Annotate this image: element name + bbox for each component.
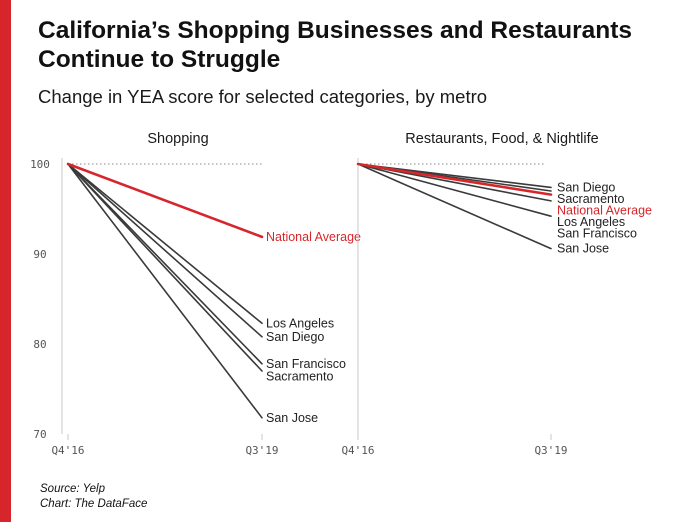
chart-panel-restaurants-food-nightlife: Restaurants, Food, & Nightlife Q4'16 Q3'19… xyxy=(341,131,652,457)
series-line-los-angeles xyxy=(67,163,263,325)
y-tick-label: 70 xyxy=(33,428,46,441)
series-label-national-average: National Average xyxy=(266,230,361,244)
y-tick-label: 90 xyxy=(33,248,46,261)
series-label-san-jose: San Jose xyxy=(557,242,609,256)
series-label-san-francisco: San Francisco xyxy=(266,357,346,371)
series-line-san-jose xyxy=(67,163,263,419)
y-tick-label: 100 xyxy=(30,158,50,171)
series-label-san-jose: San Jose xyxy=(266,411,318,425)
chart-panel-shopping: Shopping 100 90 80 70 Q4'16 Q3'19 National Aver… xyxy=(30,131,361,457)
series-label-san-francisco: San Francisco xyxy=(557,226,637,240)
series-label-los-angeles: Los Angeles xyxy=(266,316,334,330)
x-tick-label: Q4'16 xyxy=(341,444,374,457)
chart-subtitle: Change in YEA score for selected categor… xyxy=(38,86,488,107)
series-label-national-average: National Average xyxy=(557,203,652,217)
series-label-san-diego: San Diego xyxy=(557,180,615,194)
x-tick-label: Q3'19 xyxy=(245,444,278,457)
x-tick-label: Q4'16 xyxy=(51,444,84,457)
series-line-sacramento xyxy=(67,163,263,372)
chart-title: California’s Shopping Businesses and Res… xyxy=(38,17,633,73)
y-tick-label: 80 xyxy=(33,338,46,351)
source-note: Source: Yelp Chart: The DataFace xyxy=(40,482,147,512)
series-label-sacramento: Sacramento xyxy=(557,192,624,206)
source-text: Source: Yelp xyxy=(40,483,106,495)
panel-title: Shopping xyxy=(147,131,208,147)
accent-bar xyxy=(0,0,11,522)
series-label-los-angeles: Los Angeles xyxy=(557,215,625,229)
series-line-national-average xyxy=(66,162,264,239)
series-line-national-average xyxy=(356,162,553,196)
credit-text: Chart: The DataFace xyxy=(40,498,148,510)
series-label-sacramento: Sacramento xyxy=(266,369,333,383)
panel-title: Restaurants, Food, & Nightlife xyxy=(405,131,598,147)
series-line-san-francisco xyxy=(357,163,552,217)
series-line-san-jose xyxy=(357,163,552,250)
x-tick-label: Q3'19 xyxy=(534,444,567,457)
series-line-san-francisco xyxy=(67,163,263,365)
series-line-san-diego xyxy=(67,163,263,338)
series-label-san-diego: San Diego xyxy=(266,330,324,344)
